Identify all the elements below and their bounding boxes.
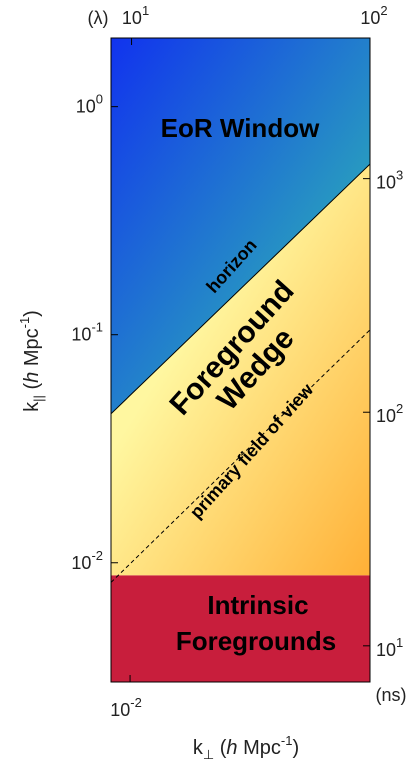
- x-axis-title: k⊥ (h Mpc-1): [193, 733, 299, 761]
- intrinsic-foregrounds-label-line1: Intrinsic: [207, 590, 308, 620]
- top-tick-label-1: 102: [360, 3, 387, 28]
- y-axis-title: k|| (h Mpc-1): [17, 310, 46, 412]
- eor-window-region: [111, 38, 370, 414]
- left-tick-label-0: 100: [76, 92, 103, 117]
- tick-layer: 10-2 100 10-1 10-2 101 102 103 102 101: [71, 3, 403, 720]
- bottom-tick-label-0: 10-2: [110, 695, 142, 720]
- plot-frame: [110, 37, 371, 683]
- left-tick-label-2: 10-2: [71, 548, 103, 573]
- horizon-line: [111, 163, 370, 415]
- top-axis-unit: (λ): [88, 8, 109, 28]
- right-tick-label-0: 103: [376, 168, 403, 193]
- right-tick-label-2: 101: [376, 635, 403, 660]
- left-tick-label-1: 10-1: [71, 320, 103, 345]
- intrinsic-foregrounds-label-line2: Foregrounds: [176, 626, 336, 656]
- eor-window-label: EoR Window: [161, 113, 320, 143]
- primary-fov-line: [111, 329, 370, 583]
- top-tick-label-0: 101: [122, 3, 149, 28]
- right-tick-label-1: 102: [376, 401, 403, 426]
- foreground-wedge-region: [111, 164, 370, 576]
- right-axis-unit: (ns): [376, 685, 407, 705]
- intrinsic-foregrounds-region: [111, 575, 370, 682]
- plot-area: [111, 38, 370, 682]
